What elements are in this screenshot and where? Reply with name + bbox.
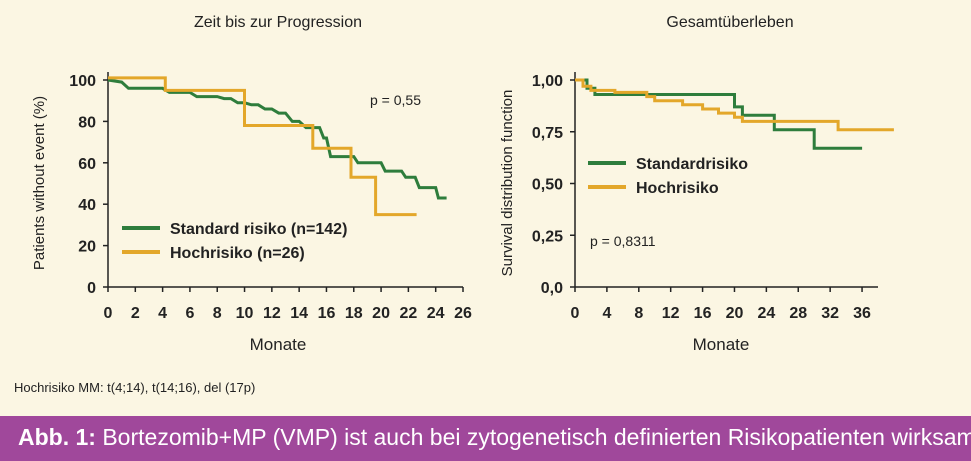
x-tick-label: 6 (185, 305, 194, 322)
x-tick-label: 16 (318, 305, 336, 322)
x-axis-label: Monate (250, 335, 307, 354)
x-tick-label: 12 (662, 305, 680, 322)
caption-text: Bortezomib+MP (VMP) ist auch bei zytogen… (95, 424, 971, 450)
x-tick-label: 22 (399, 305, 417, 322)
series-line-standard (575, 78, 863, 150)
series-line-hochrisiko (108, 76, 417, 217)
figure-caption: Abb. 1: Bortezomib+MP (VMP) ist auch bei… (18, 424, 971, 451)
legend-label: Hochrisiko (636, 180, 719, 197)
x-tick-label: 24 (427, 305, 445, 322)
x-tick-label: 2 (131, 305, 140, 322)
footnote: Hochrisiko MM: t(4;14), t(14;16), del (1… (14, 380, 256, 395)
legend-label: Hochrisiko (n=26) (170, 245, 305, 262)
y-tick-label: 60 (78, 156, 96, 173)
x-tick-label: 20 (372, 305, 390, 322)
x-tick-label: 36 (853, 305, 871, 322)
y-axis-label: Survival distribution function (499, 90, 516, 277)
y-tick-label: 40 (78, 197, 96, 214)
x-tick-label: 8 (634, 305, 643, 322)
y-axis-label: Patients without event (%) (31, 96, 48, 270)
caption-label: Abb. 1: (18, 424, 96, 450)
x-tick-label: 10 (236, 305, 254, 322)
x-tick-label: 14 (290, 305, 308, 322)
y-tick-label: 0,25 (532, 228, 563, 245)
x-tick-label: 4 (158, 305, 167, 322)
legend-label: Standard risiko (n=142) (170, 221, 347, 238)
chart-title: Gesamtüberleben (666, 14, 793, 31)
y-tick-label: 0,50 (532, 177, 563, 194)
p-value-annotation: p = 0,8311 (590, 233, 656, 249)
caption-bar (0, 416, 971, 461)
x-tick-label: 24 (757, 305, 775, 322)
x-tick-label: 8 (213, 305, 222, 322)
chart-title: Zeit bis zur Progression (194, 14, 362, 31)
y-tick-label: 80 (78, 114, 96, 131)
x-tick-label: 0 (571, 305, 580, 322)
x-tick-label: 26 (454, 305, 472, 322)
y-tick-label: 100 (69, 73, 96, 90)
y-tick-label: 0,0 (541, 280, 563, 297)
x-tick-label: 28 (789, 305, 807, 322)
series-line-standard (107, 78, 447, 200)
x-tick-label: 16 (694, 305, 712, 322)
series-line-hochrisiko (575, 78, 894, 132)
x-tick-label: 18 (345, 305, 363, 322)
y-tick-label: 0,75 (532, 125, 563, 142)
y-tick-label: 20 (78, 239, 96, 256)
x-tick-label: 4 (602, 305, 611, 322)
p-value-annotation: p = 0,55 (370, 92, 421, 108)
legend-label: Standardrisiko (636, 156, 748, 173)
y-tick-label: 1,00 (532, 73, 563, 90)
x-tick-label: 0 (104, 305, 113, 322)
x-tick-label: 32 (821, 305, 839, 322)
x-axis-label: Monate (693, 335, 750, 354)
x-tick-label: 12 (263, 305, 281, 322)
y-tick-label: 0 (87, 280, 96, 297)
x-tick-label: 20 (726, 305, 744, 322)
